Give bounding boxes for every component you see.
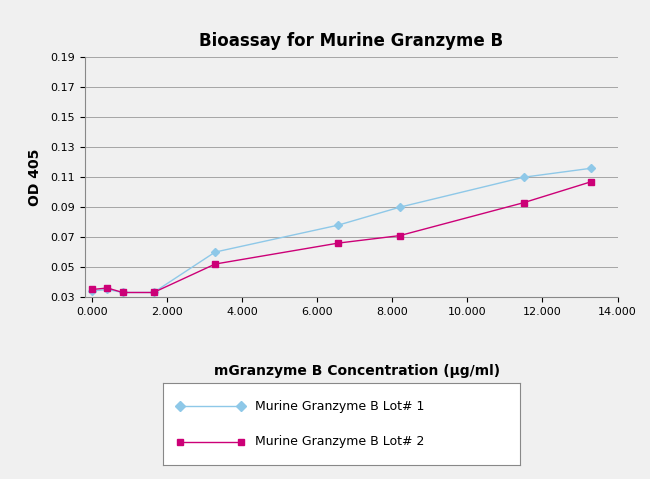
Murine Granzyme B Lot# 1 (334, 222, 342, 228)
Murine Granzyme B Lot# 2 (103, 285, 111, 291)
Murine Granzyme B Lot# 2 (150, 290, 157, 296)
Line: Murine Granzyme B Lot# 2: Murine Granzyme B Lot# 2 (89, 179, 594, 295)
Murine Granzyme B Lot# 2 (588, 179, 595, 184)
Murine Granzyme B Lot# 1 (588, 165, 595, 171)
Murine Granzyme B Lot# 1 (119, 290, 127, 296)
Text: Murine Granzyme B Lot# 2: Murine Granzyme B Lot# 2 (255, 435, 425, 448)
Title: Bioassay for Murine Granzyme B: Bioassay for Murine Granzyme B (199, 33, 503, 50)
Murine Granzyme B Lot# 1 (396, 205, 404, 210)
Murine Granzyme B Lot# 2 (119, 290, 127, 296)
Murine Granzyme B Lot# 1 (88, 288, 96, 294)
Text: mGranzyme B Concentration (μg/ml): mGranzyme B Concentration (μg/ml) (214, 364, 500, 378)
Murine Granzyme B Lot# 2 (88, 286, 96, 292)
Murine Granzyme B Lot# 2 (211, 261, 219, 267)
Text: Murine Granzyme B Lot# 1: Murine Granzyme B Lot# 1 (255, 399, 425, 412)
Murine Granzyme B Lot# 1 (103, 286, 111, 292)
Murine Granzyme B Lot# 1 (520, 174, 528, 180)
Murine Granzyme B Lot# 2 (396, 233, 404, 239)
Murine Granzyme B Lot# 1 (150, 290, 157, 296)
Murine Granzyme B Lot# 2 (520, 200, 528, 205)
Murine Granzyme B Lot# 2 (334, 240, 342, 246)
Line: Murine Granzyme B Lot# 1: Murine Granzyme B Lot# 1 (89, 165, 594, 295)
Murine Granzyme B Lot# 1 (211, 249, 219, 255)
Y-axis label: OD 405: OD 405 (28, 148, 42, 206)
